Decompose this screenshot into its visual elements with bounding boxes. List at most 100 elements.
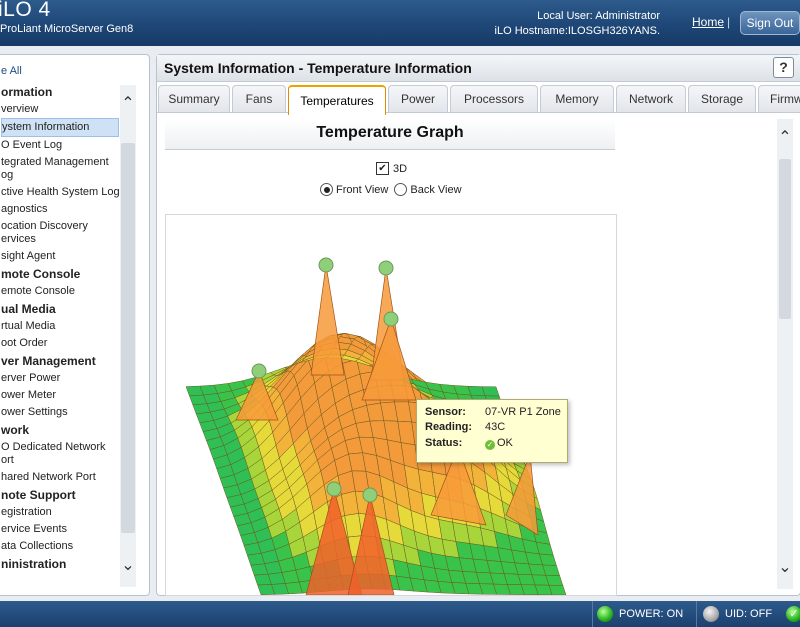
nav-item[interactable]: ystem Information — [1, 118, 119, 137]
nav-item[interactable]: tegrated Management og — [1, 156, 109, 181]
view-selector: Front View Back View — [320, 183, 462, 196]
tab-bar: Summary Fans Temperatures Power Processors Me… — [157, 84, 800, 115]
tooltip-status-value: OK — [497, 437, 513, 449]
chevron-up-icon[interactable]: ⌃ — [778, 129, 792, 146]
nav-item[interactable]: emote Console — [1, 285, 75, 297]
uid-status[interactable]: UID: OFF — [696, 601, 772, 627]
expand-all-link[interactable]: e All — [1, 65, 22, 77]
nav-section-heading[interactable]: ninistration — [1, 557, 67, 571]
local-user-text: Local User: Administrator — [537, 10, 660, 22]
tooltip-status-label: Status: — [425, 437, 463, 449]
tab-network[interactable]: Network — [616, 85, 686, 112]
tab-processors[interactable]: Processors — [450, 85, 538, 112]
content-scroll-thumb[interactable] — [779, 159, 791, 319]
nav-item[interactable]: egistration — [1, 506, 52, 518]
nav-section-heading[interactable]: ver Management — [1, 354, 96, 368]
sensor-marker[interactable] — [378, 260, 394, 276]
power-status-label: POWER: ON — [619, 608, 684, 620]
nav-item[interactable]: sight Agent — [1, 250, 56, 262]
sensor-marker[interactable] — [251, 363, 267, 379]
front-view-option[interactable]: Front View — [320, 183, 388, 196]
tooltip-sensor-label: Sensor: — [425, 406, 466, 418]
checkbox-3d-label: 3D — [393, 162, 408, 175]
power-led-icon — [597, 606, 613, 622]
nav-item[interactable]: verview — [1, 103, 39, 115]
front-view-radio[interactable] — [320, 183, 333, 196]
main-panel: System Information - Temperature Informa… — [156, 54, 800, 596]
power-status[interactable]: POWER: ON — [592, 601, 683, 627]
page-title: System Information - Temperature Informa… — [164, 60, 472, 76]
header-separator: | — [727, 15, 731, 29]
tab-storage[interactable]: Storage — [688, 85, 756, 112]
nav-item[interactable]: ata Collections — [1, 540, 74, 552]
tab-temperatures[interactable]: Temperatures — [288, 85, 386, 115]
chevron-down-icon[interactable]: ⌄ — [778, 559, 792, 576]
nav-item[interactable]: erver Power — [1, 372, 61, 384]
chevron-up-icon[interactable]: ⌃ — [121, 95, 135, 112]
tooltip-reading-value: 43C — [485, 421, 506, 433]
nav-section-heading[interactable]: ual Media — [1, 302, 56, 316]
nav-scroll-thumb[interactable] — [121, 143, 135, 533]
nav-item[interactable]: O Event Log — [1, 139, 63, 151]
back-view-radio[interactable] — [394, 183, 408, 196]
nav-item[interactable]: rtual Media — [1, 320, 56, 332]
temperature-3d-graph[interactable]: Sensor: 07-VR P1 Zone Reading: 43C Status:… — [165, 214, 617, 596]
sidebar-nav: e All ormation verview ystem Information O … — [0, 54, 150, 596]
tab-power[interactable]: Power — [388, 85, 448, 112]
checkbox-3d[interactable]: ✔ — [376, 162, 389, 175]
sensor-spike — [310, 264, 345, 376]
nav-scrollbar[interactable]: ⌃ ⌄ — [120, 85, 136, 587]
surface-cell — [545, 575, 564, 586]
home-link[interactable]: Home — [692, 15, 725, 29]
nav-item[interactable]: agnostics — [1, 203, 48, 215]
nav-item[interactable]: hared Network Port — [1, 471, 96, 483]
user-info: Local User: Administrator iLO Hostname:I… — [490, 9, 660, 39]
health-check-icon[interactable]: ✓ — [786, 606, 800, 622]
sign-out-button[interactable]: Sign Out — [740, 11, 800, 35]
status-bar: POWER: ON UID: OFF ✓ — [0, 601, 800, 627]
sensor-spike — [347, 494, 395, 595]
temperature-surface[interactable] — [166, 215, 616, 595]
sensor-marker[interactable] — [383, 311, 399, 327]
nav-item[interactable]: ocation Discovery ervices — [1, 220, 88, 245]
tab-summary[interactable]: Summary — [158, 85, 230, 112]
nav-item[interactable]: ervice Events — [1, 523, 68, 535]
nav-item[interactable]: ctive Health System Log — [1, 186, 119, 198]
graph-heading: Temperature Graph — [165, 119, 615, 150]
sensor-marker[interactable] — [362, 487, 378, 503]
nav-section-heading[interactable]: work — [1, 423, 30, 437]
content-scrollbar[interactable]: ⌃ ⌄ — [777, 119, 793, 589]
nav-section-heading[interactable]: mote Console — [1, 267, 81, 281]
nav-item[interactable]: oot Order — [1, 337, 48, 349]
nav-item[interactable]: O Dedicated Network ort — [1, 441, 106, 466]
sensor-spike — [235, 370, 279, 421]
uid-status-label: UID: OFF — [725, 608, 773, 620]
tab-firmware[interactable]: Firmware — [758, 85, 800, 112]
option-3d[interactable]: ✔ 3D — [376, 162, 407, 175]
surface-cell — [481, 386, 500, 397]
back-view-label: Back View — [410, 183, 462, 196]
title-bar: System Information - Temperature Informa… — [157, 55, 800, 82]
nav-item[interactable]: ower Meter — [1, 389, 57, 401]
ok-check-icon: ✓ — [485, 440, 495, 450]
help-button[interactable]: ? — [773, 57, 794, 78]
nav-section-heading[interactable]: note Support — [1, 488, 76, 502]
sensor-marker[interactable] — [318, 257, 334, 273]
nav-section-heading[interactable]: ormation — [1, 85, 53, 99]
tab-memory[interactable]: Memory — [540, 85, 614, 112]
front-view-label: Front View — [336, 183, 389, 196]
temperature-content: Temperature Graph ✔ 3D Front View Back V… — [165, 119, 617, 596]
brand-subtitle: ProLiant MicroServer Gen8 — [0, 23, 134, 35]
tab-fans[interactable]: Fans — [232, 85, 286, 112]
sensor-spike — [505, 453, 539, 536]
brand-title: iLO 4 — [0, 0, 51, 21]
sensor-marker[interactable] — [326, 481, 342, 497]
nav-items: ormation verview ystem Information O Event … — [1, 84, 119, 573]
nav-list: e All ormation verview ystem Information O … — [1, 63, 119, 588]
chevron-down-icon[interactable]: ⌄ — [121, 557, 135, 574]
surface-cell — [542, 564, 560, 576]
nav-item[interactable]: ower Settings — [1, 406, 68, 418]
header-bar: iLO 4 ProLiant MicroServer Gen8 Local Us… — [0, 0, 800, 46]
uid-led-icon — [703, 606, 719, 622]
back-view-option[interactable]: Back View — [394, 183, 462, 196]
